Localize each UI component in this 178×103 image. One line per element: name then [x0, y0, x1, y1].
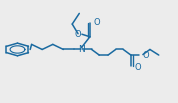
- Text: N: N: [78, 45, 85, 54]
- Text: O: O: [143, 51, 149, 60]
- Text: O: O: [93, 18, 100, 27]
- Text: O: O: [134, 63, 141, 72]
- Text: O: O: [74, 30, 81, 39]
